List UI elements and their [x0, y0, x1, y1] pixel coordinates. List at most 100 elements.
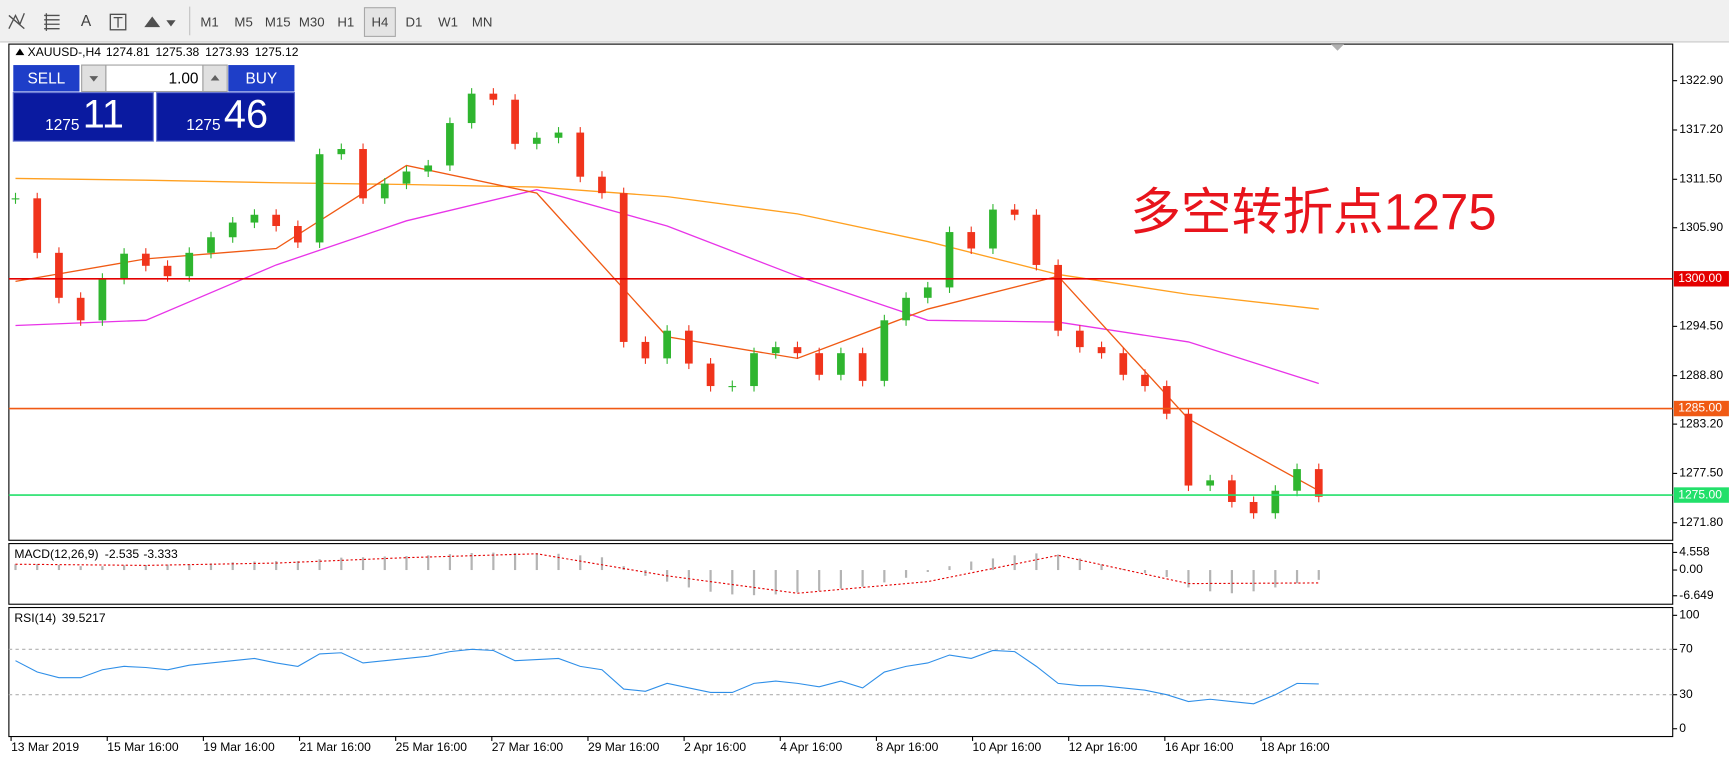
candle-body	[11, 198, 20, 200]
rsi-tick-label: 100	[1679, 608, 1699, 622]
rsi-frame	[8, 606, 1674, 738]
y-tick-label: 1311.50	[1679, 171, 1722, 185]
candle-body	[1162, 386, 1171, 414]
period-button[interactable]: M5	[234, 15, 252, 30]
y-tick-label: 1283.20	[1679, 416, 1723, 430]
rsi-line	[15, 648, 1319, 705]
candle-body	[641, 341, 650, 359]
macd-main-value: -2.535	[105, 547, 140, 561]
candle-body	[1184, 413, 1193, 486]
candle-body	[228, 222, 237, 238]
symbol-label: XAUUSD-,H4	[28, 45, 102, 59]
crosshair-icon[interactable]	[8, 12, 25, 30]
candle-body	[315, 154, 324, 243]
candle-body	[532, 137, 541, 144]
level-label: 1275.00	[1678, 487, 1722, 501]
y-tick-label: 1277.50	[1679, 466, 1723, 480]
period-button[interactable]: H4	[371, 15, 388, 30]
candle-body	[489, 93, 498, 100]
trade-panel: SELL 1.00 BUY 1275 11 1275 46	[12, 64, 296, 142]
candle-body	[1075, 330, 1084, 348]
level-label-box	[1673, 400, 1729, 417]
lot-value[interactable]: 1.00	[169, 70, 199, 87]
x-tick-label: 19 Mar 16:00	[203, 740, 275, 754]
period-active	[363, 7, 396, 37]
period-button[interactable]: M30	[299, 15, 325, 30]
buy-price-big[interactable]: 1275	[186, 117, 220, 134]
candle-body	[337, 149, 346, 155]
ohlc-low: 1273.93	[205, 45, 249, 59]
sell-button[interactable]	[13, 65, 80, 92]
y-tick-label: 1322.90	[1679, 73, 1723, 87]
ohlc-high: 1275.38	[156, 45, 200, 59]
lot-down[interactable]	[81, 64, 107, 93]
candle-body	[967, 232, 976, 249]
tool-icons	[8, 6, 191, 36]
candle-body	[728, 386, 737, 388]
candle-body	[76, 297, 85, 321]
level-label-box	[1673, 271, 1729, 287]
rsi-name: RSI(14)	[14, 611, 56, 625]
macd-tick-label: 4.558	[1679, 545, 1710, 559]
arrows-icon[interactable]	[144, 16, 176, 28]
buy-label[interactable]: BUY	[246, 70, 278, 87]
candle-body	[359, 149, 367, 199]
candle-body	[294, 226, 302, 243]
candle-body	[1097, 347, 1106, 354]
buy-price-box[interactable]	[156, 92, 296, 142]
candle-body	[815, 353, 824, 375]
chart-area: 1322.90 1317.20 1311.50 1305.90 1294.50 1288.…	[8, 73, 1729, 754]
candle-body	[663, 330, 671, 359]
candle-body	[511, 99, 519, 144]
period-button[interactable]: M15	[265, 15, 291, 30]
annotation: 多空转折点1275	[1130, 184, 1496, 241]
macd-signal	[15, 553, 1319, 594]
fibo-icon[interactable]	[44, 13, 60, 31]
candle-body	[55, 252, 63, 298]
text-label-icon[interactable]	[109, 13, 127, 31]
moving-average	[15, 188, 1319, 385]
candle-body	[207, 237, 215, 253]
sell-price-box[interactable]	[12, 92, 154, 142]
candle-body	[945, 232, 954, 288]
candle-body	[923, 287, 932, 298]
candle-body	[684, 330, 693, 364]
candle-body	[1293, 469, 1301, 491]
candle-body	[446, 123, 454, 166]
text-tool[interactable]: A	[81, 13, 92, 30]
x-tick-label: 12 Apr 16:00	[1069, 740, 1138, 754]
level-label: 1285.00	[1678, 401, 1722, 415]
rsi-tick-label: 70	[1679, 642, 1693, 656]
x-tick-label: 15 Mar 16:00	[107, 740, 179, 754]
buy-price-pips[interactable]: 46	[224, 92, 268, 136]
toolbar	[0, 0, 1729, 42]
macd-signal-value: -3.333	[143, 547, 178, 561]
candle-body	[902, 297, 910, 321]
sell-label[interactable]: SELL	[28, 70, 66, 87]
candle-body	[1119, 353, 1128, 375]
period-button[interactable]: D1	[406, 15, 423, 30]
candle-body	[989, 209, 997, 249]
buy-button[interactable]	[228, 65, 295, 92]
y-tick-label: 1305.90	[1679, 220, 1723, 234]
candle-body	[1314, 469, 1323, 497]
candle-body	[272, 214, 281, 227]
rsi-tick-label: 30	[1679, 687, 1693, 701]
rsi-value: 39.5217	[62, 611, 106, 625]
period-button[interactable]: M1	[200, 15, 218, 30]
sell-price-pips[interactable]: 11	[83, 92, 124, 136]
y-tick-label: 1294.50	[1679, 319, 1723, 333]
period-button[interactable]: W1	[438, 15, 458, 30]
rsi-tick-label: 0	[1679, 721, 1686, 735]
candle-body	[837, 353, 845, 375]
period-button[interactable]: H1	[337, 15, 354, 30]
period-button[interactable]: MN	[472, 15, 493, 30]
sell-price-big[interactable]: 1275	[45, 117, 79, 134]
candle-body	[141, 253, 150, 266]
candle-body	[750, 353, 758, 387]
candle-body	[185, 252, 194, 277]
x-tick-label: 27 Mar 16:00	[492, 740, 564, 754]
candle-body	[880, 320, 889, 381]
